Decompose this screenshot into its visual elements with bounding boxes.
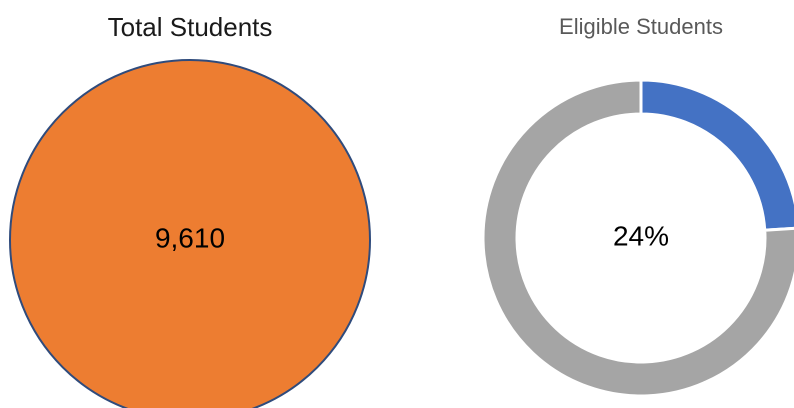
center-percent-label: 24% — [613, 220, 669, 251]
center-value-label: 9,610 — [155, 222, 225, 253]
eligible-students-donut: 24% — [481, 78, 794, 398]
donut-slice-eligible — [639, 78, 794, 232]
donut-slice-remaining — [481, 78, 794, 398]
total-students-chart: Total Students 9,610 — [0, 0, 380, 408]
chart-title: Total Students — [107, 12, 273, 42]
total-students-pie: 9,610 — [9, 59, 371, 408]
chart-title: Eligible Students — [559, 14, 723, 39]
eligible-students-chart: Eligible Students 24% — [470, 0, 794, 408]
pie-slice — [9, 59, 371, 408]
